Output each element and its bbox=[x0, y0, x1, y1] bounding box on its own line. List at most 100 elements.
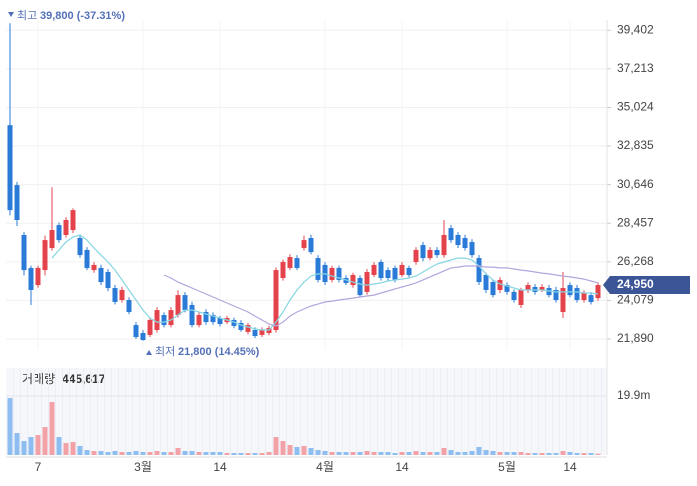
candle-body bbox=[126, 300, 132, 313]
candle-body bbox=[490, 282, 496, 296]
x-tick-label: 5월 bbox=[498, 460, 516, 474]
candle-body bbox=[497, 279, 503, 290]
volume-bar bbox=[133, 451, 139, 455]
candle-body bbox=[252, 330, 258, 337]
candle-body bbox=[42, 240, 48, 271]
candle-body bbox=[189, 304, 195, 326]
candle-body bbox=[504, 285, 510, 292]
volume-bar bbox=[140, 452, 146, 455]
candle-body bbox=[28, 267, 34, 290]
volume-bar bbox=[336, 452, 342, 455]
candle-body bbox=[385, 270, 391, 278]
volume-bar bbox=[567, 452, 573, 455]
volume-tick-label: 19.9m bbox=[617, 388, 650, 402]
candle-body bbox=[511, 291, 517, 301]
high-value: 39,800 (-37.31%) bbox=[40, 10, 125, 22]
volume-bar bbox=[98, 451, 104, 455]
candle-body bbox=[280, 261, 286, 278]
candle-body bbox=[399, 264, 405, 276]
volume-bar bbox=[21, 441, 27, 455]
candle-body bbox=[294, 258, 300, 268]
volume-bar bbox=[343, 452, 349, 455]
volume-bar bbox=[161, 452, 167, 455]
moving-average-line bbox=[51, 234, 599, 331]
volume-bar bbox=[308, 448, 314, 455]
high-marker bbox=[8, 12, 14, 17]
volume-panel bbox=[6, 368, 607, 455]
candle-body bbox=[455, 234, 461, 246]
x-tick-label: 14 bbox=[395, 460, 409, 474]
volume-bar bbox=[560, 451, 566, 455]
x-tick-label: 14 bbox=[213, 460, 227, 474]
x-tick-label: 3월 bbox=[134, 460, 152, 474]
candle-body bbox=[203, 312, 209, 323]
volume-bar bbox=[252, 453, 258, 455]
candle-body bbox=[112, 288, 118, 302]
last-price-label: 24,950 bbox=[617, 277, 654, 291]
candle-body bbox=[217, 318, 223, 325]
volume-bar bbox=[280, 441, 286, 455]
volume-bar bbox=[399, 452, 405, 455]
candle-body bbox=[525, 285, 531, 290]
moving-average-line bbox=[163, 265, 599, 327]
candle-body bbox=[196, 315, 202, 326]
candle-body bbox=[469, 242, 475, 256]
volume-title: 거래량 bbox=[22, 372, 55, 386]
candle-body bbox=[420, 245, 426, 259]
volume-bar bbox=[273, 437, 279, 455]
candle-body bbox=[476, 258, 482, 283]
volume-bar bbox=[427, 452, 433, 455]
volume-bar bbox=[434, 452, 440, 455]
candle-body bbox=[595, 285, 601, 299]
volume-bar bbox=[385, 452, 391, 455]
volume-bar bbox=[147, 452, 153, 455]
volume-bar bbox=[210, 452, 216, 455]
y-tick-label: 21,890 bbox=[617, 331, 654, 345]
candle-body bbox=[21, 234, 27, 271]
volume-bar bbox=[371, 452, 377, 455]
candle-body bbox=[7, 125, 13, 211]
volume-bar bbox=[245, 453, 251, 455]
volume-bar bbox=[63, 443, 69, 455]
y-tick-label: 35,024 bbox=[617, 100, 654, 114]
candle-body bbox=[273, 270, 279, 331]
volume-bar bbox=[525, 453, 531, 455]
volume-bar bbox=[476, 447, 482, 455]
volume-bar bbox=[77, 446, 83, 455]
candle-body bbox=[287, 257, 293, 268]
volume-bar bbox=[189, 451, 195, 455]
volume-bar bbox=[238, 453, 244, 455]
volume-bar bbox=[539, 453, 545, 455]
volume-bar bbox=[175, 448, 181, 455]
candle-body bbox=[49, 230, 55, 249]
volume-bar bbox=[14, 433, 20, 455]
volume-bar bbox=[553, 453, 559, 455]
candle-body bbox=[231, 319, 237, 326]
candle-body bbox=[35, 267, 41, 286]
volume-bar bbox=[357, 452, 363, 455]
volume-bar bbox=[322, 451, 328, 455]
volume-bar bbox=[105, 452, 111, 455]
candle-body bbox=[56, 225, 62, 241]
volume-bar bbox=[581, 453, 587, 455]
candle-body bbox=[434, 249, 440, 256]
last-price-box bbox=[603, 276, 690, 295]
y-tick-label: 28,457 bbox=[617, 215, 654, 229]
candle-body bbox=[245, 325, 251, 332]
volume-bar bbox=[462, 452, 468, 455]
candle-body bbox=[154, 310, 160, 331]
candle-body bbox=[539, 286, 545, 290]
candle-body bbox=[105, 272, 111, 289]
volume-bar bbox=[420, 452, 426, 455]
candle-body bbox=[14, 185, 20, 220]
volume-bar bbox=[126, 452, 132, 455]
volume-bar bbox=[392, 453, 398, 455]
volume-bar bbox=[294, 447, 300, 455]
candle-body bbox=[483, 275, 489, 290]
high-label: 최고 bbox=[17, 9, 37, 22]
x-tick-label: 14 bbox=[563, 460, 577, 474]
candle-body bbox=[91, 264, 97, 271]
candle-body bbox=[210, 315, 216, 323]
volume-bar bbox=[329, 452, 335, 455]
